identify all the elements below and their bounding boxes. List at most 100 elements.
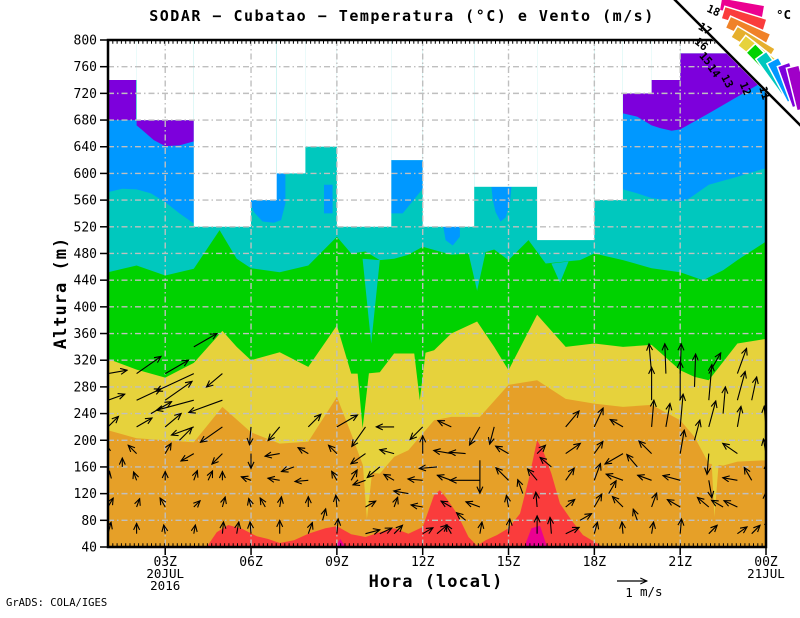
wind-vector [487, 426, 495, 446]
y-tick-label: 40 [81, 541, 97, 556]
wind-vector [547, 516, 555, 534]
wind-vector [494, 445, 509, 455]
wind-vector [378, 448, 395, 455]
wind-vector [365, 500, 377, 508]
wind-vector [320, 507, 328, 521]
wind-vector [603, 453, 624, 465]
wind-vector [127, 444, 137, 454]
y-tick-label: 320 [74, 354, 97, 369]
no-data-mask [474, 40, 538, 187]
y-tick-label: 400 [74, 300, 97, 315]
wind-vector [679, 428, 687, 454]
wind-vector [468, 426, 481, 447]
wind-vector [707, 480, 715, 500]
wind-vector [661, 473, 681, 481]
wind-vector [351, 426, 366, 448]
legend-unit: m/s [640, 584, 663, 599]
wind-vector [266, 475, 280, 483]
band-purple [623, 53, 766, 131]
wind-vector [136, 417, 154, 428]
wind-vector [187, 399, 223, 414]
wind-vector [108, 415, 120, 428]
wind-vector [136, 355, 163, 375]
y-axis-title: Altura (m) [51, 237, 71, 349]
no-data-mask [193, 40, 251, 227]
x-tick-label: 00Z [754, 555, 778, 570]
plot-frame [106, 38, 768, 549]
legend-value: 1 [625, 585, 633, 600]
wind-vector [392, 496, 399, 508]
band-blue [623, 80, 766, 202]
wind-vector [743, 466, 753, 481]
colorbar-wedge [785, 64, 800, 112]
wind-vector [704, 453, 712, 476]
wind-vector [592, 521, 600, 534]
wind-vector [638, 440, 652, 454]
wind-vector [263, 451, 280, 459]
wind-vector [199, 426, 223, 444]
wind-vector [246, 426, 254, 447]
teal-wedge [551, 261, 569, 283]
y-tick-label: 240 [74, 407, 97, 422]
no-data-mask [108, 40, 137, 80]
wind-vector [565, 409, 580, 428]
wind-vector [693, 418, 702, 441]
wind-vector [206, 469, 214, 481]
wind-vector [422, 527, 435, 535]
wind-vector [409, 502, 423, 510]
wind-vector [170, 426, 194, 437]
wind-vector [636, 474, 652, 481]
wind-vector [751, 524, 761, 535]
yellow-wedge [711, 461, 719, 517]
y-tick-label: 200 [74, 434, 97, 449]
wind-vector [155, 399, 194, 413]
wind-vector [707, 363, 715, 401]
wind-vector [220, 495, 227, 508]
wind-vector [307, 413, 322, 428]
y-tick-label: 440 [74, 274, 97, 289]
x-tick-sublabel: 2016 [150, 578, 180, 593]
wind-vector [332, 493, 340, 508]
x-tick-label: 12Z [411, 555, 435, 570]
x-tick-label: 06Z [239, 555, 263, 570]
wind-vector [439, 500, 452, 508]
wind-vector [721, 475, 738, 483]
no-data-mask [422, 40, 475, 227]
wind-vector [691, 352, 699, 387]
band-purple [136, 120, 194, 147]
y-tick-label: 600 [74, 167, 97, 182]
y-tick-label: 680 [74, 114, 97, 129]
wind-vector [609, 418, 624, 428]
no-data-mask [276, 40, 306, 174]
wind-vector [234, 520, 242, 534]
wind-vector [665, 402, 673, 427]
wind-vector [579, 513, 593, 521]
wind-vector [677, 342, 685, 374]
x-tick-label: 09Z [325, 555, 349, 570]
chart-title: SODAR − Cubatao − Temperatura (°C) e Ven… [149, 7, 654, 25]
wind-vector [677, 517, 685, 534]
wind-vector [159, 496, 167, 508]
wind-vector [464, 500, 481, 508]
wind-vector [293, 477, 309, 485]
y-tick-label: 800 [74, 34, 97, 49]
wind-vector [108, 367, 129, 375]
wind-vector [679, 392, 687, 427]
x-axis-title: Hora (local) [369, 572, 504, 592]
band-blue [108, 120, 194, 224]
wind-vector [505, 517, 513, 534]
wind-vector [349, 453, 366, 465]
wind-vector [351, 479, 366, 486]
wind-vector [247, 520, 255, 534]
x-tick-label: 15Z [497, 555, 521, 570]
wind-vector [436, 420, 452, 428]
wind-vector [477, 520, 485, 534]
wind-vector [565, 442, 582, 455]
wind-vector [722, 500, 738, 508]
wind-vector [736, 405, 744, 427]
colorbar-tick-label: 18 [705, 2, 722, 19]
no-data-mask [537, 40, 595, 241]
wind-vector [721, 442, 738, 455]
x-tick-label: 03Z [153, 555, 177, 570]
